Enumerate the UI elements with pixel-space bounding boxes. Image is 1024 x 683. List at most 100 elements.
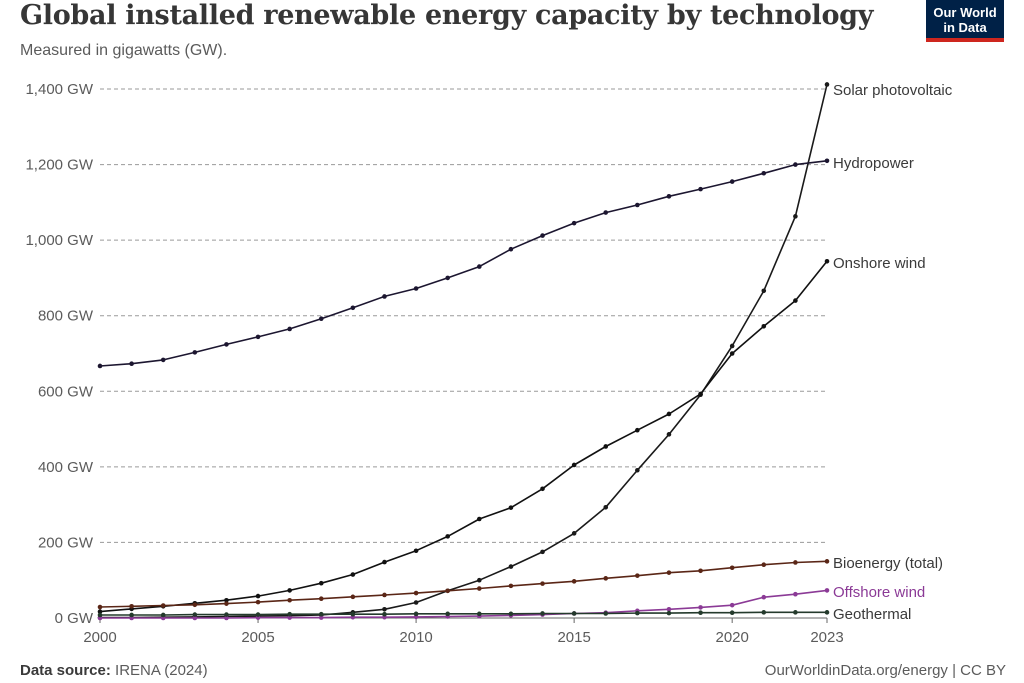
y-tick-label: 200 GW — [38, 534, 94, 551]
data-point-bioenergy-total — [793, 560, 798, 565]
data-point-bioenergy-total — [540, 581, 545, 586]
data-point-offshore-wind — [761, 594, 767, 600]
series-label-solar-photovoltaic: Solar photovoltaic — [833, 82, 953, 99]
data-point-geothermal — [793, 610, 798, 615]
data-point-hydropower — [350, 305, 356, 311]
data-point-offshore-wind — [698, 605, 703, 610]
data-point-bioenergy-total — [129, 603, 134, 609]
data-point-bioenergy-total — [160, 603, 166, 608]
data-point-geothermal — [97, 612, 103, 618]
data-point-solar-photovoltaic — [508, 564, 514, 569]
x-tick-label: 2005 — [241, 629, 274, 646]
data-point-geothermal — [255, 612, 261, 617]
data-point-solar-photovoltaic — [571, 531, 577, 536]
data-point-bioenergy-total — [192, 602, 198, 608]
data-point-geothermal — [824, 610, 830, 615]
series-line-bioenergy-total — [99, 560, 828, 608]
data-point-hydropower — [477, 264, 482, 269]
x-tick-label: 2000 — [83, 629, 116, 646]
data-point-onshore-wind — [508, 505, 514, 510]
y-tick-label: 1,400 GW — [25, 81, 93, 98]
data-point-geothermal — [160, 612, 166, 618]
credit-link[interactable]: OurWorldinData.org/energy | CC BY — [764, 662, 1006, 679]
data-point-solar-photovoltaic — [413, 600, 419, 605]
data-point-bioenergy-total — [287, 597, 292, 603]
data-point-onshore-wind — [224, 597, 229, 603]
data-point-geothermal — [350, 611, 356, 617]
data-point-onshore-wind — [287, 588, 292, 593]
data-point-onshore-wind — [603, 444, 609, 449]
data-point-bioenergy-total — [571, 579, 577, 584]
data-point-hydropower — [793, 162, 798, 167]
data-point-hydropower — [635, 202, 640, 208]
x-tick-label: 2010 — [399, 629, 432, 646]
data-point-bioenergy-total — [255, 599, 261, 605]
source-value: IRENA (2024) — [115, 662, 208, 679]
data-point-onshore-wind — [635, 427, 640, 433]
data-point-hydropower — [318, 316, 324, 322]
data-point-geothermal — [603, 611, 609, 616]
data-point-bioenergy-total — [729, 565, 735, 571]
data-point-hydropower — [698, 186, 703, 192]
data-point-bioenergy-total — [603, 576, 609, 581]
data-point-bioenergy-total — [97, 604, 103, 610]
data-point-hydropower — [540, 233, 545, 238]
data-point-solar-photovoltaic — [382, 607, 387, 612]
data-point-solar-photovoltaic — [477, 577, 482, 583]
data-point-hydropower — [129, 361, 134, 367]
data-point-offshore-wind — [824, 588, 830, 593]
data-point-geothermal — [318, 611, 324, 617]
data-point-hydropower — [824, 158, 830, 164]
data-point-solar-photovoltaic — [729, 343, 735, 349]
data-point-geothermal — [571, 611, 577, 616]
owid-logo[interactable]: Our World in Data — [926, 0, 1004, 42]
data-point-bioenergy-total — [508, 583, 514, 589]
logo-line2: in Data — [943, 20, 987, 35]
data-point-hydropower — [382, 294, 387, 299]
series-label-onshore-wind: Onshore wind — [833, 255, 926, 272]
data-point-onshore-wind — [318, 580, 324, 586]
series-label-offshore-wind: Offshore wind — [833, 584, 925, 601]
y-tick-label: 1,000 GW — [25, 232, 93, 249]
data-point-offshore-wind — [192, 615, 198, 621]
data-point-onshore-wind — [793, 298, 798, 303]
data-point-bioenergy-total — [698, 568, 703, 574]
logo-bar — [926, 38, 1004, 42]
data-point-hydropower — [571, 220, 577, 226]
data-point-hydropower — [255, 334, 261, 340]
data-point-geothermal — [698, 610, 703, 616]
x-tick-label: 2023 — [810, 629, 843, 646]
data-point-solar-photovoltaic — [603, 504, 609, 510]
data-point-onshore-wind — [350, 572, 356, 577]
data-point-bioenergy-total — [350, 594, 356, 600]
data-point-hydropower — [603, 210, 609, 215]
data-point-onshore-wind — [540, 486, 545, 492]
data-point-hydropower — [287, 326, 292, 332]
data-point-solar-photovoltaic — [635, 467, 640, 473]
data-point-hydropower — [666, 194, 672, 199]
series-line-hydropower — [99, 160, 828, 367]
data-point-bioenergy-total — [666, 570, 672, 575]
data-point-offshore-wind — [793, 591, 798, 597]
data-point-hydropower — [224, 342, 229, 347]
data-point-bioenergy-total — [413, 590, 419, 596]
data-point-solar-photovoltaic — [824, 82, 830, 87]
y-tick-label: 400 GW — [38, 459, 94, 476]
data-point-offshore-wind — [666, 607, 672, 612]
data-point-onshore-wind — [413, 548, 419, 554]
data-point-hydropower — [761, 170, 767, 176]
data-point-hydropower — [445, 275, 450, 281]
data-point-solar-photovoltaic — [793, 214, 798, 219]
data-point-onshore-wind — [382, 559, 387, 565]
data-point-hydropower — [192, 350, 198, 355]
data-point-bioenergy-total — [318, 596, 324, 602]
y-tick-label: 600 GW — [38, 383, 94, 400]
data-point-onshore-wind — [824, 259, 830, 264]
data-point-hydropower — [97, 363, 103, 369]
data-point-onshore-wind — [255, 593, 261, 599]
data-point-geothermal — [192, 612, 198, 617]
data-point-geothermal — [477, 611, 482, 617]
data-point-geothermal — [224, 612, 229, 617]
data-point-geothermal — [413, 611, 419, 617]
